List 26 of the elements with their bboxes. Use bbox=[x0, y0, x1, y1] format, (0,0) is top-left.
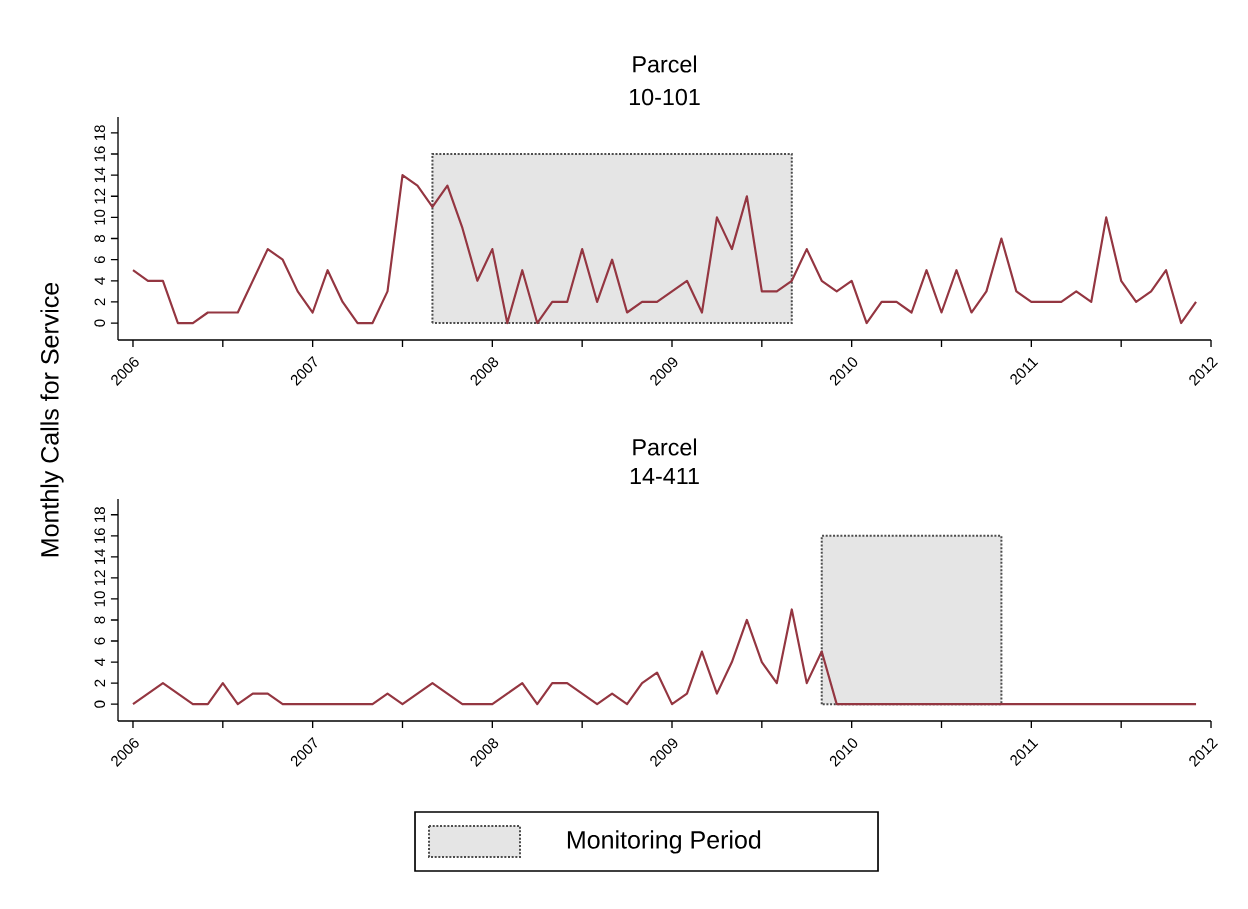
y-tick-label: 2 bbox=[94, 298, 106, 306]
y-axis-title: Monthly Calls for Service bbox=[40, 282, 64, 557]
chart-subtitle: 14-411 bbox=[630, 467, 699, 485]
legend-label: Monitoring Period bbox=[567, 830, 761, 854]
y-tick-label: 12 bbox=[94, 188, 106, 204]
y-tick-label: 10 bbox=[94, 209, 106, 225]
y-tick-label: 4 bbox=[94, 658, 106, 666]
y-tick-label: 10 bbox=[94, 591, 106, 607]
y-tick-label: 16 bbox=[94, 528, 106, 543]
chart-subtitle: 10-101 bbox=[629, 88, 700, 106]
y-tick-label: 0 bbox=[94, 319, 106, 327]
y-tick-label: 12 bbox=[94, 570, 106, 586]
y-tick-label: 6 bbox=[94, 637, 106, 645]
y-tick-label: 6 bbox=[94, 256, 106, 264]
y-tick-label: 18 bbox=[94, 507, 106, 522]
y-tick-label: 4 bbox=[94, 277, 106, 285]
y-tick-label: 2 bbox=[94, 679, 106, 687]
y-tick-label: 8 bbox=[94, 235, 106, 243]
y-tick-label: 14 bbox=[94, 548, 106, 565]
chart-title: Parcel bbox=[633, 55, 697, 73]
y-tick-label: 18 bbox=[94, 125, 106, 141]
y-tick-label: 8 bbox=[94, 616, 106, 624]
y-tick-label: 14 bbox=[94, 167, 106, 183]
y-tick-label: 16 bbox=[94, 146, 106, 162]
chart-title: Parcel bbox=[633, 438, 697, 456]
y-tick-label: 0 bbox=[94, 700, 106, 708]
